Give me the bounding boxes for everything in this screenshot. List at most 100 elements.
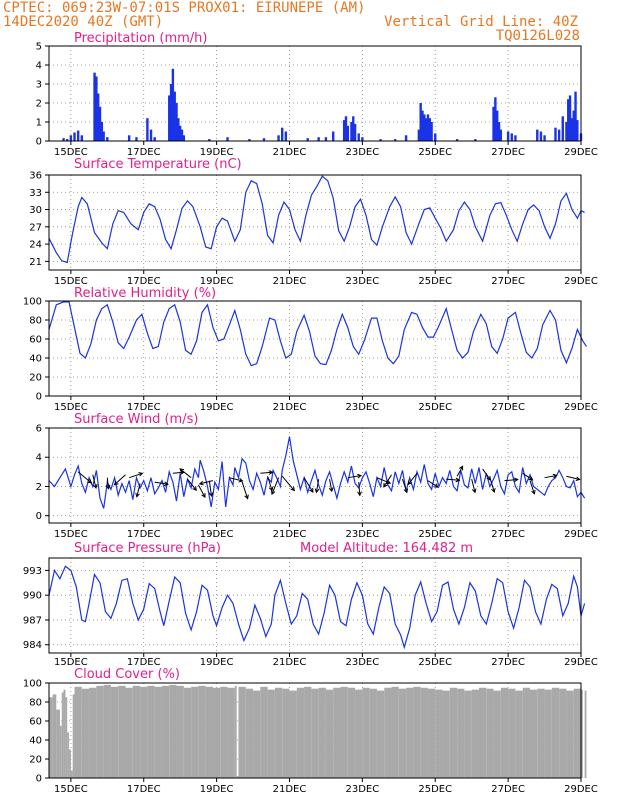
precip-bar: [514, 135, 517, 141]
wind-vector: [154, 481, 168, 485]
wind-vector-head: [208, 492, 214, 498]
wind-vector-head: [238, 477, 244, 483]
cloud-bar: [457, 688, 465, 778]
wind-vector-head: [192, 486, 197, 491]
x-tick-label: 27DEC: [491, 402, 525, 413]
cloud-bar: [72, 694, 75, 778]
plot-area: [49, 558, 581, 653]
y-tick-label: 6: [36, 424, 42, 435]
cloud-bar: [584, 690, 587, 778]
plot-area: [49, 301, 581, 396]
cloud-bar: [347, 687, 356, 778]
cloud-bar: [362, 687, 370, 778]
x-tick-label: 25DEC: [418, 784, 452, 795]
cloud-bar: [110, 686, 119, 778]
x-tick-label: 21DEC: [273, 402, 307, 413]
plot-frame: [48, 427, 582, 524]
precip-bar: [102, 131, 105, 141]
y-tick-label: 1: [36, 118, 42, 129]
precip-bar: [100, 122, 104, 141]
x-tick-label: 29DEC: [564, 657, 598, 668]
cloud-bar: [289, 690, 297, 778]
precip-bar: [536, 129, 539, 141]
cloud-bar: [267, 689, 275, 778]
precip-bar: [510, 133, 513, 141]
x-tick-label: 19DEC: [200, 402, 234, 413]
cloud-bar: [81, 688, 90, 778]
cloud-bar: [398, 688, 407, 778]
header-model-code: TQ0126L028: [495, 28, 580, 44]
precip-bar: [173, 91, 176, 141]
cloud-bar: [573, 688, 581, 778]
wind-vector-head: [455, 477, 461, 483]
panel-title: Cloud Cover (%): [74, 667, 180, 682]
cloud-bar: [376, 690, 385, 778]
cloud-bar: [69, 749, 71, 778]
precip-bar: [76, 130, 80, 141]
x-tick-label: 15DEC: [54, 276, 88, 287]
plot-area: [49, 175, 581, 270]
y-tick-label: 60: [29, 335, 42, 346]
cloud-bar: [500, 687, 509, 778]
panel-title: Surface Temperature (nC): [74, 157, 242, 172]
precip-bar: [393, 139, 397, 141]
wind-vector-head: [575, 476, 581, 482]
cloud-bar: [260, 686, 268, 778]
cloud-bar: [413, 686, 421, 778]
cloud-bar: [427, 688, 436, 778]
series-line: [48, 565, 586, 650]
wind-vector-head: [163, 481, 169, 487]
wind-vector: [208, 480, 213, 497]
cloud-bar: [147, 685, 155, 778]
cloud-bar: [508, 688, 516, 778]
y-tick-label: 0: [36, 137, 42, 148]
y-tick-label: 33: [29, 188, 42, 199]
precip-bar: [98, 106, 102, 141]
wind-vector: [199, 480, 214, 485]
x-tick-label: 21DEC: [273, 276, 307, 287]
wind-vector-head: [113, 480, 119, 486]
x-tick-label: 15DEC: [54, 784, 88, 795]
cloud-bar: [384, 687, 392, 778]
wind-vector: [241, 481, 249, 499]
precip-bar: [277, 135, 280, 141]
precip-bar: [177, 118, 180, 141]
x-tick-label: 27DEC: [491, 276, 525, 287]
y-tick-label: 30: [29, 205, 42, 216]
precip-bar: [434, 133, 437, 141]
precip-bar: [69, 135, 73, 141]
wind-vector-head: [552, 473, 558, 479]
cloud-bar: [125, 687, 133, 778]
cloud-bar: [74, 686, 82, 778]
cloud-bar: [70, 770, 73, 778]
cloud-bar: [198, 685, 206, 778]
wind-vector-head: [92, 483, 98, 489]
cloud-bar: [65, 697, 68, 778]
cloud-bar: [420, 687, 428, 778]
plot-area: [49, 428, 581, 523]
precip-bar: [284, 131, 288, 141]
cloud-bar: [274, 687, 283, 778]
precip-bar: [421, 110, 424, 141]
cloud-bar: [537, 688, 545, 778]
wind-vector-head: [290, 486, 295, 492]
precip-bar: [497, 122, 501, 141]
precip-bar: [146, 118, 149, 141]
cloud-bar: [449, 687, 458, 778]
cloud-bar: [63, 689, 66, 778]
precip-bar: [357, 133, 360, 141]
precip-bar: [306, 138, 309, 141]
cloud-bar: [59, 725, 62, 778]
wind-vector: [315, 479, 320, 493]
wind-vector: [482, 468, 491, 481]
x-tick-label: 17DEC: [127, 276, 161, 287]
wind-vector: [92, 474, 97, 489]
precip-bar: [208, 139, 211, 141]
precip-bar: [168, 95, 171, 141]
wind-vector: [347, 474, 362, 479]
precip-bar: [180, 129, 184, 141]
y-tick-label: 20: [29, 755, 42, 766]
plot-frame: [48, 174, 582, 271]
x-tick-label: 21DEC: [273, 657, 307, 668]
x-tick-label: 25DEC: [418, 529, 452, 540]
